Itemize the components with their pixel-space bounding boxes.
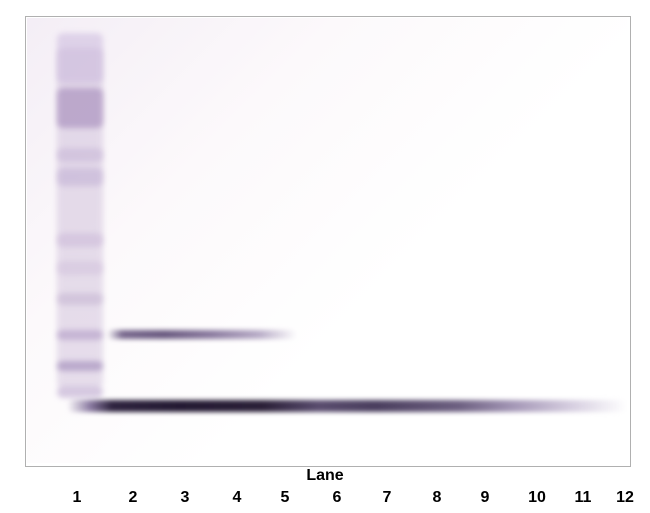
marker-band [57,33,103,83]
blot-background [27,18,627,463]
lane-number: 1 [73,489,82,507]
lane-number: 9 [481,489,490,507]
upper-band [107,330,297,339]
lane-number: 8 [433,489,442,507]
lane-number: 10 [528,489,546,507]
marker-band [57,386,103,398]
marker-band [57,88,103,128]
lane-number: 3 [181,489,190,507]
marker-band [57,293,103,305]
marker-band [57,233,103,247]
x-axis-label: Lane [0,467,650,485]
marker-band [57,261,103,275]
lane-number: 11 [575,489,592,507]
marker-band [57,168,103,186]
lane-numbers: 123456789101112 [0,489,650,509]
lane-number: 5 [281,489,290,507]
marker-band [57,148,103,162]
lane-number: 4 [233,489,242,507]
lane-number: 6 [333,489,342,507]
lane-number: 12 [616,489,634,507]
lane-number: 7 [383,489,392,507]
lower-band [67,400,627,412]
marker-band [57,330,103,340]
lane-number: 2 [129,489,138,507]
marker-band [57,361,103,371]
blot-image [27,18,627,463]
